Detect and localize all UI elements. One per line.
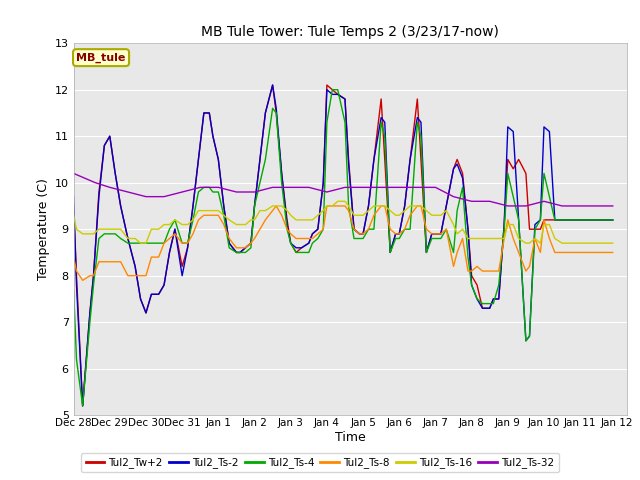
Tul2_Tw+2	[609, 217, 616, 223]
Tul2_Ts-4	[79, 403, 86, 409]
Tul2_Ts-4	[558, 217, 566, 223]
Tul2_Ts-2	[79, 403, 86, 409]
Tul2_Ts-16	[582, 240, 589, 246]
Tul2_Tw+2	[558, 217, 566, 223]
Tul2_Ts-16	[70, 212, 77, 218]
Tul2_Ts-32	[106, 184, 114, 190]
Line: Tul2_Ts-4: Tul2_Ts-4	[74, 90, 612, 406]
Text: MB_tule: MB_tule	[76, 52, 125, 63]
Tul2_Ts-16	[609, 240, 616, 246]
Tul2_Ts-8	[396, 231, 403, 237]
Tul2_Ts-32	[359, 184, 367, 190]
Tul2_Ts-8	[573, 250, 580, 255]
Tul2_Ts-32	[558, 203, 566, 209]
Tul2_Ts-32	[522, 203, 530, 209]
Tul2_Ts-32	[81, 175, 88, 181]
Line: Tul2_Ts-16: Tul2_Ts-16	[74, 201, 612, 243]
Legend: Tul2_Tw+2, Tul2_Ts-2, Tul2_Ts-4, Tul2_Ts-8, Tul2_Ts-16, Tul2_Ts-32: Tul2_Tw+2, Tul2_Ts-2, Tul2_Ts-4, Tul2_Ts…	[81, 453, 559, 472]
Tul2_Ts-4	[396, 236, 403, 241]
Tul2_Ts-32	[577, 203, 584, 209]
Tul2_Ts-8	[558, 250, 566, 255]
Tul2_Ts-4	[70, 287, 77, 292]
Tul2_Ts-32	[232, 189, 240, 195]
Tul2_Ts-32	[92, 180, 99, 186]
Tul2_Ts-16	[573, 240, 580, 246]
Tul2_Ts-2	[567, 217, 575, 223]
Line: Tul2_Ts-8: Tul2_Ts-8	[74, 206, 612, 280]
Tul2_Ts-32	[468, 198, 476, 204]
Tul2_Ts-32	[287, 184, 294, 190]
Tul2_Ts-2	[609, 217, 616, 223]
Tul2_Ts-32	[504, 203, 511, 209]
Tul2_Ts-2	[70, 194, 77, 200]
Tul2_Ts-16	[232, 222, 240, 228]
Title: MB Tule Tower: Tule Temps 2 (3/23/17-now): MB Tule Tower: Tule Temps 2 (3/23/17-now…	[202, 25, 499, 39]
Tul2_Ts-8	[232, 245, 240, 251]
Tul2_Ts-32	[70, 170, 77, 176]
Line: Tul2_Ts-32: Tul2_Ts-32	[74, 173, 612, 206]
Tul2_Ts-2	[396, 231, 403, 237]
Tul2_Ts-32	[305, 184, 312, 190]
Tul2_Ts-32	[341, 184, 349, 190]
Tul2_Ts-4	[567, 217, 575, 223]
Tul2_Ts-2	[558, 217, 566, 223]
Tul2_Ts-8	[70, 254, 77, 260]
Tul2_Ts-32	[323, 189, 331, 195]
Tul2_Ts-16	[334, 198, 342, 204]
Tul2_Tw+2	[396, 231, 403, 237]
Tul2_Ts-32	[609, 203, 616, 209]
Tul2_Ts-2	[582, 217, 589, 223]
Tul2_Ts-8	[609, 250, 616, 255]
Tul2_Ts-32	[196, 184, 204, 190]
Tul2_Ts-2	[269, 82, 276, 88]
Tul2_Ts-8	[79, 277, 86, 283]
Tul2_Ts-32	[396, 184, 403, 190]
Tul2_Tw+2	[269, 82, 276, 88]
Line: Tul2_Ts-2: Tul2_Ts-2	[74, 85, 612, 406]
Tul2_Ts-16	[567, 240, 575, 246]
Tul2_Ts-4	[232, 250, 240, 255]
Tul2_Tw+2	[582, 217, 589, 223]
Tul2_Ts-4	[582, 217, 589, 223]
Tul2_Ts-32	[486, 198, 493, 204]
Tul2_Tw+2	[567, 217, 575, 223]
Tul2_Ts-4	[573, 217, 580, 223]
Tul2_Ts-4	[609, 217, 616, 223]
Tul2_Tw+2	[573, 217, 580, 223]
Tul2_Ts-16	[137, 240, 145, 246]
Y-axis label: Temperature (C): Temperature (C)	[38, 178, 51, 280]
Tul2_Ts-32	[450, 194, 458, 200]
X-axis label: Time: Time	[335, 431, 366, 444]
Tul2_Ts-4	[328, 87, 336, 93]
Tul2_Ts-32	[269, 184, 276, 190]
Tul2_Ts-32	[179, 189, 186, 195]
Tul2_Ts-32	[214, 184, 222, 190]
Tul2_Ts-2	[232, 250, 240, 255]
Tul2_Tw+2	[232, 250, 240, 255]
Tul2_Ts-16	[396, 212, 403, 218]
Tul2_Ts-32	[595, 203, 602, 209]
Tul2_Tw+2	[70, 203, 77, 209]
Tul2_Ts-32	[378, 184, 385, 190]
Tul2_Ts-8	[567, 250, 575, 255]
Tul2_Ts-32	[142, 194, 150, 200]
Tul2_Ts-8	[273, 203, 280, 209]
Tul2_Ts-8	[582, 250, 589, 255]
Tul2_Ts-32	[160, 194, 168, 200]
Tul2_Ts-32	[251, 189, 259, 195]
Line: Tul2_Tw+2: Tul2_Tw+2	[74, 85, 612, 406]
Tul2_Ts-2	[573, 217, 580, 223]
Tul2_Ts-32	[124, 189, 132, 195]
Tul2_Ts-32	[413, 184, 421, 190]
Tul2_Tw+2	[79, 403, 86, 409]
Tul2_Ts-16	[558, 240, 566, 246]
Tul2_Ts-32	[431, 184, 439, 190]
Tul2_Ts-32	[540, 198, 548, 204]
